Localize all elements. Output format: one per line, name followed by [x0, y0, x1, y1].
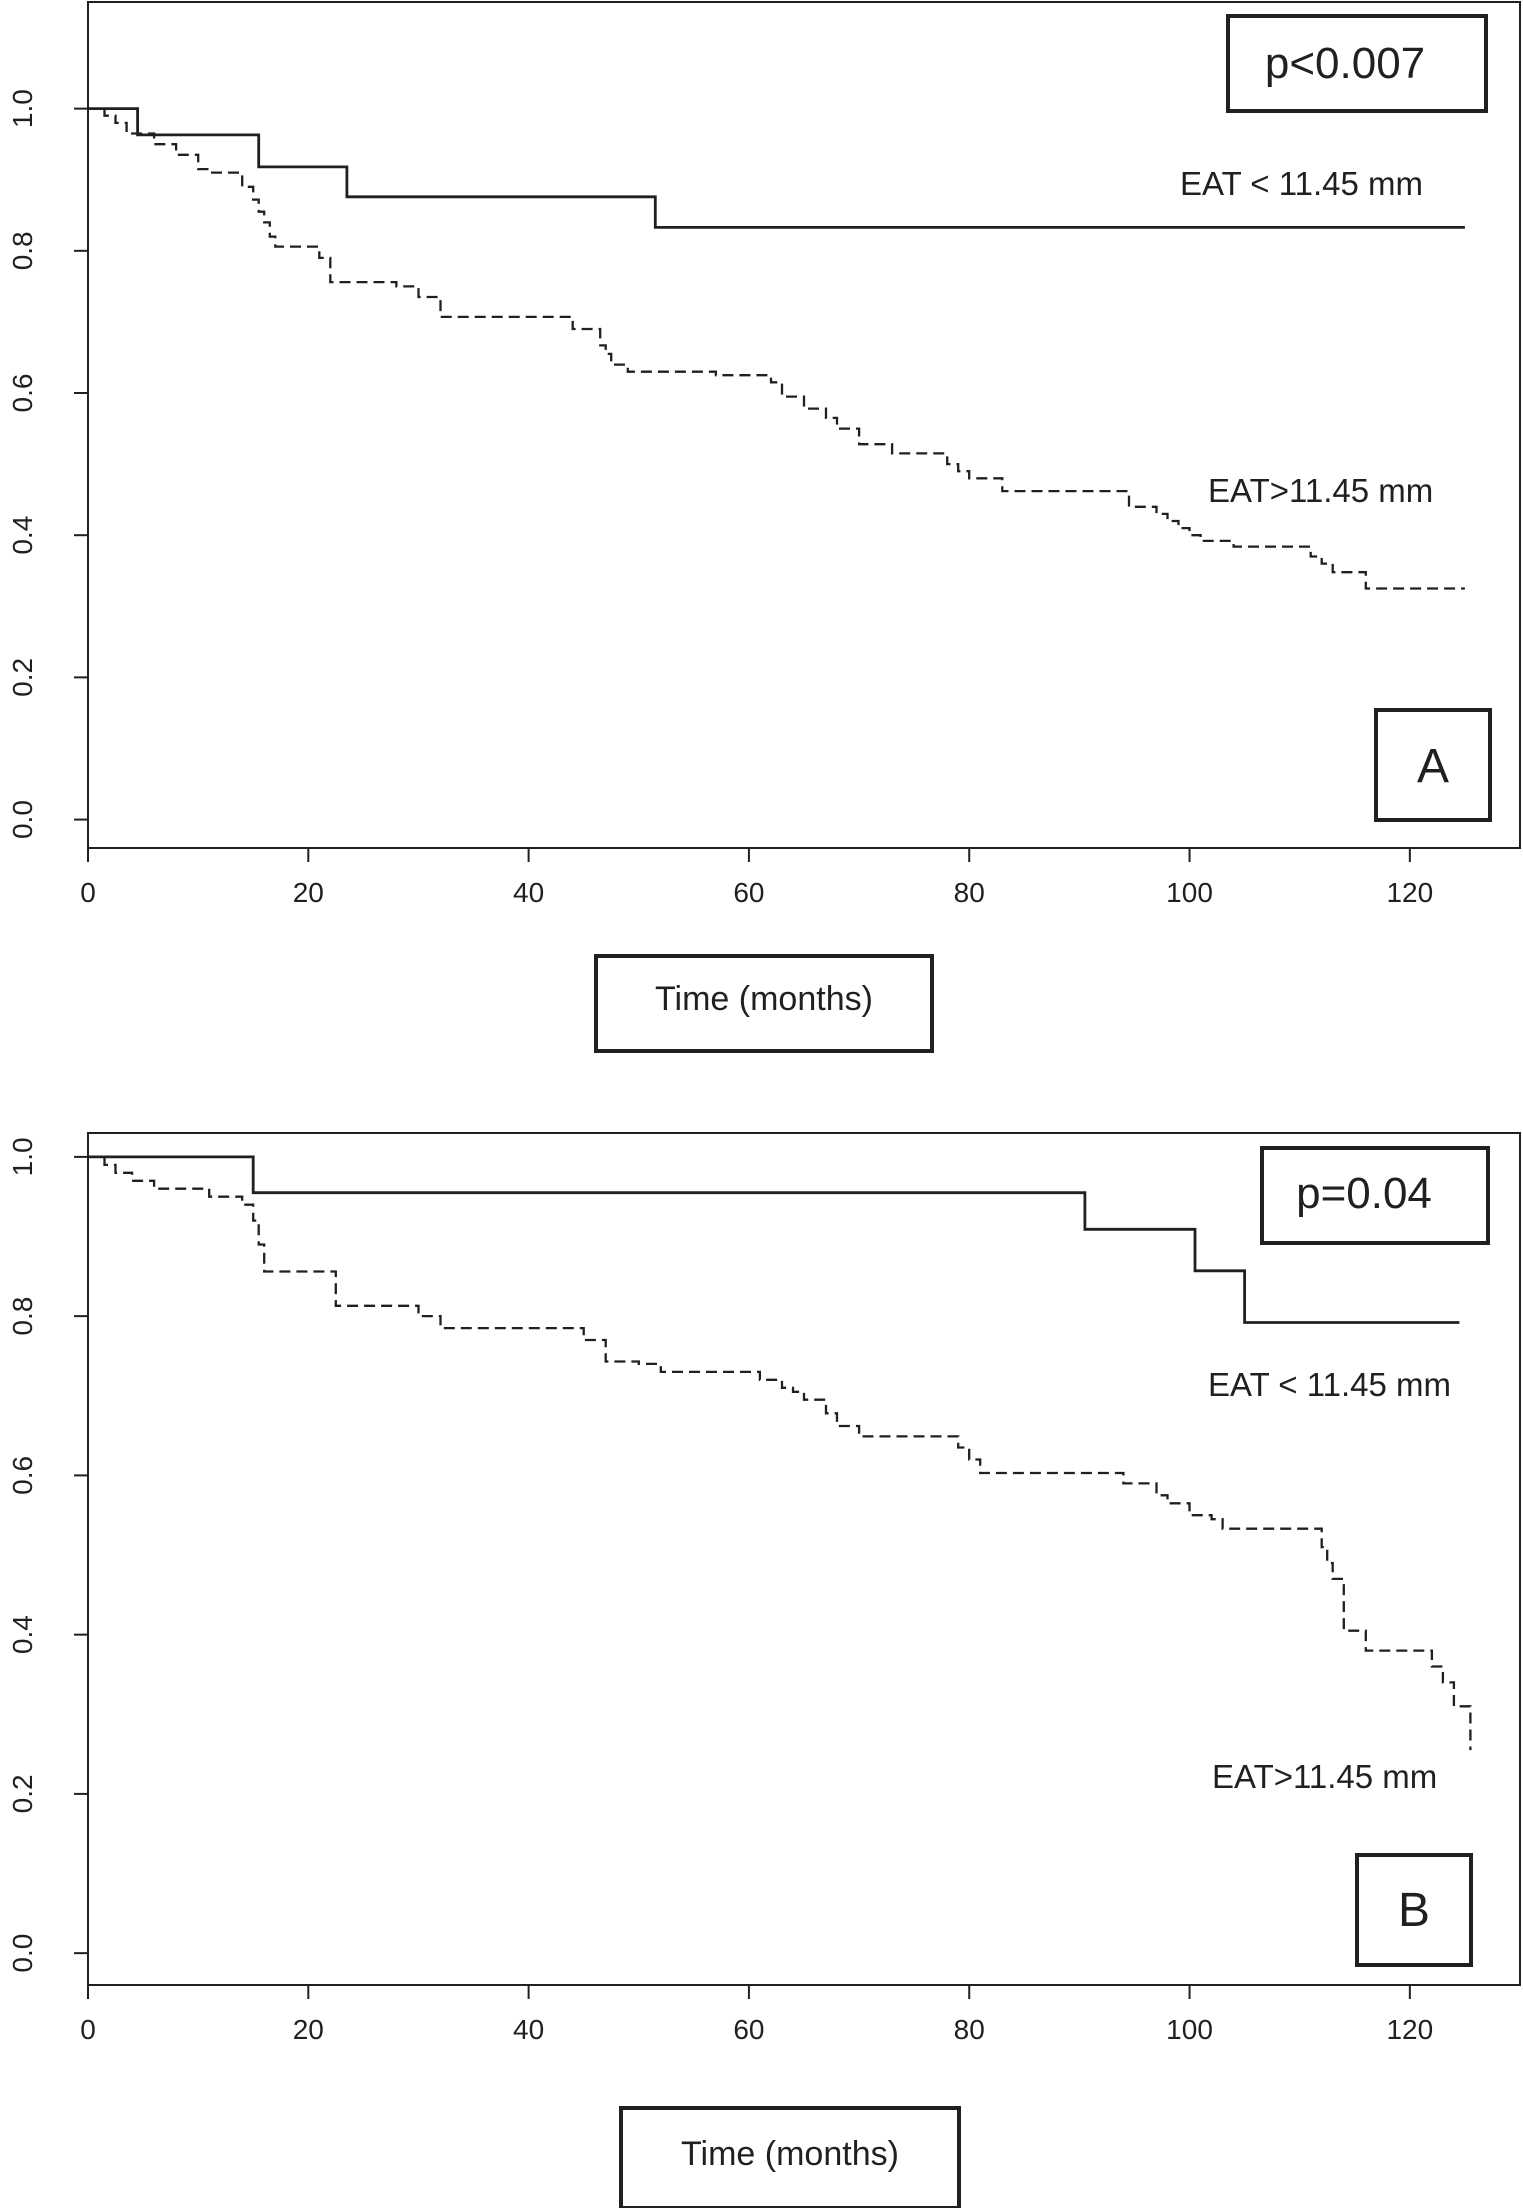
- y-tick-label: 0.0: [7, 1934, 38, 1973]
- y-axis: 0.0 0.2 0.4 0.6 0.8 1.0: [7, 89, 89, 839]
- p-value-text: p=0.04: [1296, 1169, 1432, 1218]
- x-tick-label: 60: [733, 877, 764, 908]
- x-tick-label: 120: [1386, 2014, 1433, 2045]
- y-tick-label: 1.0: [7, 89, 38, 128]
- y-tick-label: 0.6: [7, 374, 38, 413]
- series-label-solid: EAT < 11.45 mm: [1208, 1366, 1451, 1403]
- y-tick-label: 0.8: [7, 231, 38, 270]
- x-tick-label: 80: [954, 877, 985, 908]
- x-tick-label: 20: [293, 2014, 324, 2045]
- series-label-dashed: EAT>11.45 mm: [1208, 472, 1433, 509]
- series-line-eat-above: [88, 1155, 1472, 1751]
- y-tick-label: 0.4: [7, 1615, 38, 1654]
- x-tick-label: 0: [80, 877, 96, 908]
- series-layer: [88, 1155, 1472, 1751]
- series-line-eat-below: [88, 1155, 1460, 1324]
- series-line-eat-below: [88, 107, 1465, 229]
- series-line-eat-above: [88, 107, 1465, 590]
- xlabel-box: Time (months): [619, 2106, 961, 2208]
- x-axis-label: Time (months): [681, 2135, 899, 2173]
- x-tick-label: 100: [1166, 877, 1213, 908]
- panel-label-frame: [1355, 1853, 1473, 1967]
- x-tick-label: 120: [1386, 877, 1433, 908]
- y-tick-label: 0.8: [7, 1297, 38, 1336]
- x-tick-label: 60: [733, 2014, 764, 2045]
- xlabel-frame: [619, 2106, 961, 2208]
- p-value-frame: [1226, 14, 1488, 113]
- panel-a: 0.0 0.2 0.4 0.6 0.8 1.0 0 20 40 60 80 100 120 p<0.0…: [7, 1, 1521, 1053]
- x-tick-label: 40: [513, 877, 544, 908]
- xlabel-frame: [594, 954, 934, 1053]
- y-tick-label: 0.0: [7, 800, 38, 839]
- y-tick-label: 0.4: [7, 516, 38, 555]
- y-tick-label: 0.2: [7, 1774, 38, 1813]
- panel-label: B: [1398, 1884, 1430, 1937]
- y-axis: 0.0 0.2 0.4 0.6 0.8 1.0: [7, 1137, 89, 1973]
- p-value-box: p=0.04: [1260, 1146, 1490, 1245]
- p-value-text: p<0.007: [1265, 39, 1425, 88]
- x-tick-label: 40: [513, 2014, 544, 2045]
- panel-label-box: A: [1374, 708, 1492, 822]
- series-layer: [88, 107, 1465, 590]
- x-axis: 0 20 40 60 80 100 120: [80, 847, 1433, 908]
- x-tick-label: 20: [293, 877, 324, 908]
- panel-label: A: [1417, 740, 1449, 793]
- x-axis-label: Time (months): [655, 980, 873, 1018]
- panel-label-box: B: [1355, 1853, 1473, 1967]
- panel-b: 0.0 0.2 0.4 0.6 0.8 1.0 0 20 40 60 80 100 120 p=0.0…: [7, 1132, 1521, 2208]
- panel-label-frame: [1374, 708, 1492, 822]
- p-value-frame: [1260, 1146, 1490, 1245]
- x-axis: 0 20 40 60 80 100 120: [80, 1984, 1433, 2045]
- y-tick-label: 1.0: [7, 1137, 38, 1176]
- xlabel-box: Time (months): [594, 954, 934, 1053]
- series-label-dashed: EAT>11.45 mm: [1212, 1758, 1437, 1795]
- x-tick-label: 100: [1166, 2014, 1213, 2045]
- p-value-box: p<0.007: [1226, 14, 1488, 113]
- x-tick-label: 80: [954, 2014, 985, 2045]
- series-label-solid: EAT < 11.45 mm: [1180, 165, 1423, 202]
- y-tick-label: 0.6: [7, 1456, 38, 1495]
- y-tick-label: 0.2: [7, 658, 38, 697]
- x-tick-label: 0: [80, 2014, 96, 2045]
